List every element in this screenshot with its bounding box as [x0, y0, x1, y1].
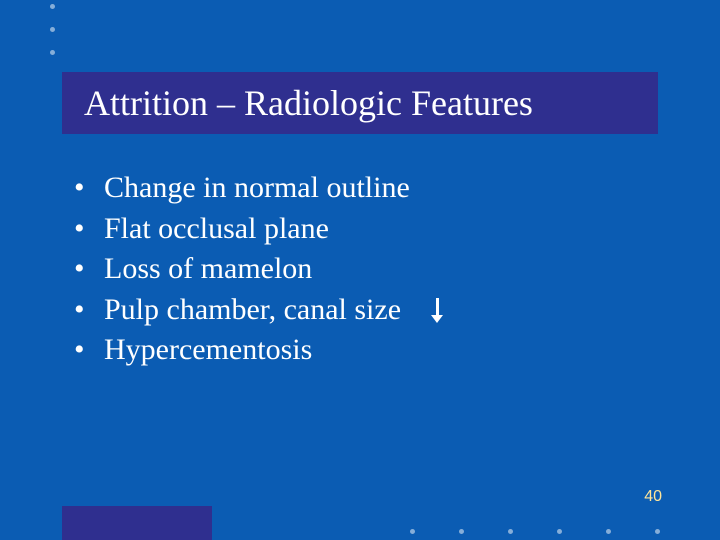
deco-dot: [606, 529, 611, 534]
list-item-text: Flat occlusal plane: [104, 209, 329, 250]
deco-dot: [410, 529, 415, 534]
bullet-dot: •: [74, 168, 104, 209]
decorative-dots-top: [50, 4, 55, 55]
bullet-dot: •: [74, 290, 104, 331]
deco-dot: [508, 529, 513, 534]
deco-dot: [50, 27, 55, 32]
bullet-list: •Change in normal outline•Flat occlusal …: [74, 168, 634, 371]
bullet-dot: •: [74, 209, 104, 250]
deco-dot: [459, 529, 464, 534]
page-number: 40: [644, 488, 662, 506]
list-item: • Hypercementosis: [74, 330, 634, 371]
list-item: •Pulp chamber, canal size: [74, 290, 634, 331]
list-item: •Change in normal outline: [74, 168, 634, 209]
slide-title: Attrition – Radiologic Features: [84, 82, 533, 124]
list-item-text: Loss of mamelon: [104, 249, 312, 290]
list-item: •Loss of mamelon: [74, 249, 634, 290]
list-item-text: Change in normal outline: [104, 168, 410, 209]
accent-block: [62, 506, 212, 540]
list-item: •Flat occlusal plane: [74, 209, 634, 250]
list-item-text: Hypercementosis: [104, 330, 312, 371]
decorative-dots-bottom: [410, 529, 660, 534]
deco-dot: [655, 529, 660, 534]
title-bar: Attrition – Radiologic Features: [62, 72, 658, 134]
deco-dot: [557, 529, 562, 534]
down-arrow-icon: [431, 298, 443, 323]
bullet-dot: •: [74, 330, 104, 371]
deco-dot: [50, 50, 55, 55]
bullet-dot: •: [74, 249, 104, 290]
list-item-text: Pulp chamber, canal size: [104, 290, 401, 331]
deco-dot: [50, 4, 55, 9]
